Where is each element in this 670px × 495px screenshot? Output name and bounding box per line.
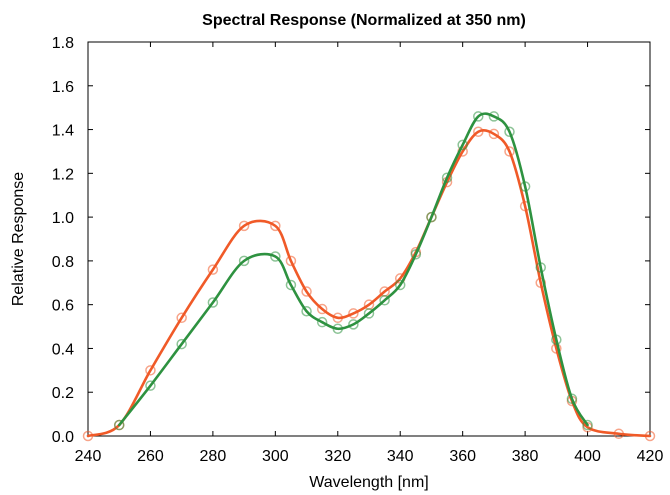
- y-tick-label: 0.4: [52, 341, 74, 358]
- x-tick-label: 280: [200, 448, 227, 465]
- data-point: [488, 111, 500, 122]
- data-point: [285, 279, 297, 291]
- data-point: [441, 172, 453, 183]
- data-point: [535, 262, 546, 273]
- data-point: [582, 419, 593, 431]
- data-point: [363, 308, 375, 319]
- x-tick-label: 300: [262, 448, 289, 465]
- series-line: [117, 112, 589, 427]
- data-point: [613, 428, 625, 440]
- data-point: [301, 305, 312, 317]
- x-axis-label: Wavelength [nm]: [309, 474, 428, 491]
- y-tick-label: 1.6: [52, 79, 74, 96]
- x-tick-label: 240: [75, 448, 102, 465]
- ticks: 240 260 280 300 320 340 360 380 400 420 0.0 0.2 0.4 0…: [52, 35, 664, 465]
- data-point: [301, 286, 312, 297]
- x-tick-label: 260: [137, 448, 164, 465]
- data-point: [145, 365, 156, 376]
- data-point: [551, 334, 562, 345]
- y-tick-label: 1.4: [52, 123, 74, 140]
- series-line: [86, 128, 652, 438]
- data-point: [535, 277, 546, 289]
- data-point: [238, 220, 250, 232]
- data-point: [488, 128, 500, 140]
- y-tick-label: 0.6: [52, 298, 74, 315]
- data-point: [207, 264, 219, 275]
- data-point: [504, 146, 515, 157]
- data-point: [348, 319, 359, 330]
- data-point: [457, 139, 468, 151]
- data-point: [176, 312, 187, 324]
- y-tick-label: 1.8: [52, 35, 74, 52]
- y-tick-label: 0.2: [52, 385, 74, 402]
- series-layer: [82, 111, 656, 442]
- data-point: [270, 220, 281, 232]
- data-point: [207, 297, 219, 308]
- data-point: [82, 430, 94, 442]
- data-point: [348, 308, 359, 319]
- chart-title: Spectral Response (Normalized at 350 nm): [202, 12, 526, 29]
- x-tick-label: 340: [387, 448, 414, 465]
- y-tick-label: 1.2: [52, 166, 74, 183]
- data-point: [270, 251, 281, 262]
- data-point: [410, 249, 422, 260]
- x-tick-label: 380: [512, 448, 539, 465]
- data-point: [379, 295, 390, 306]
- data-point: [473, 111, 484, 122]
- data-point: [145, 380, 156, 391]
- data-point: [332, 323, 344, 334]
- data-point: [113, 419, 125, 431]
- data-point: [285, 255, 297, 267]
- data-point: [473, 126, 484, 137]
- y-tick-label: 1.0: [52, 210, 74, 227]
- x-tick-label: 400: [574, 448, 601, 465]
- data-point: [316, 303, 328, 315]
- y-tick-label: 0.8: [52, 254, 74, 271]
- data-point: [426, 211, 437, 223]
- data-point: [176, 338, 187, 350]
- data-point: [504, 126, 515, 137]
- data-point: [644, 430, 656, 442]
- plot-area-frame: [87, 41, 651, 437]
- data-point: [566, 393, 578, 405]
- y-tick-label: 0.0: [52, 429, 74, 446]
- x-tick-label: 420: [637, 448, 664, 465]
- series-2: [113, 111, 593, 431]
- data-point: [519, 181, 531, 192]
- x-tick-label: 320: [324, 448, 351, 465]
- data-point: [316, 316, 328, 328]
- data-point: [332, 312, 344, 324]
- data-point: [238, 255, 250, 267]
- x-tick-label: 360: [449, 448, 476, 465]
- data-point: [394, 279, 406, 291]
- y-axis-label: Relative Response: [10, 172, 27, 306]
